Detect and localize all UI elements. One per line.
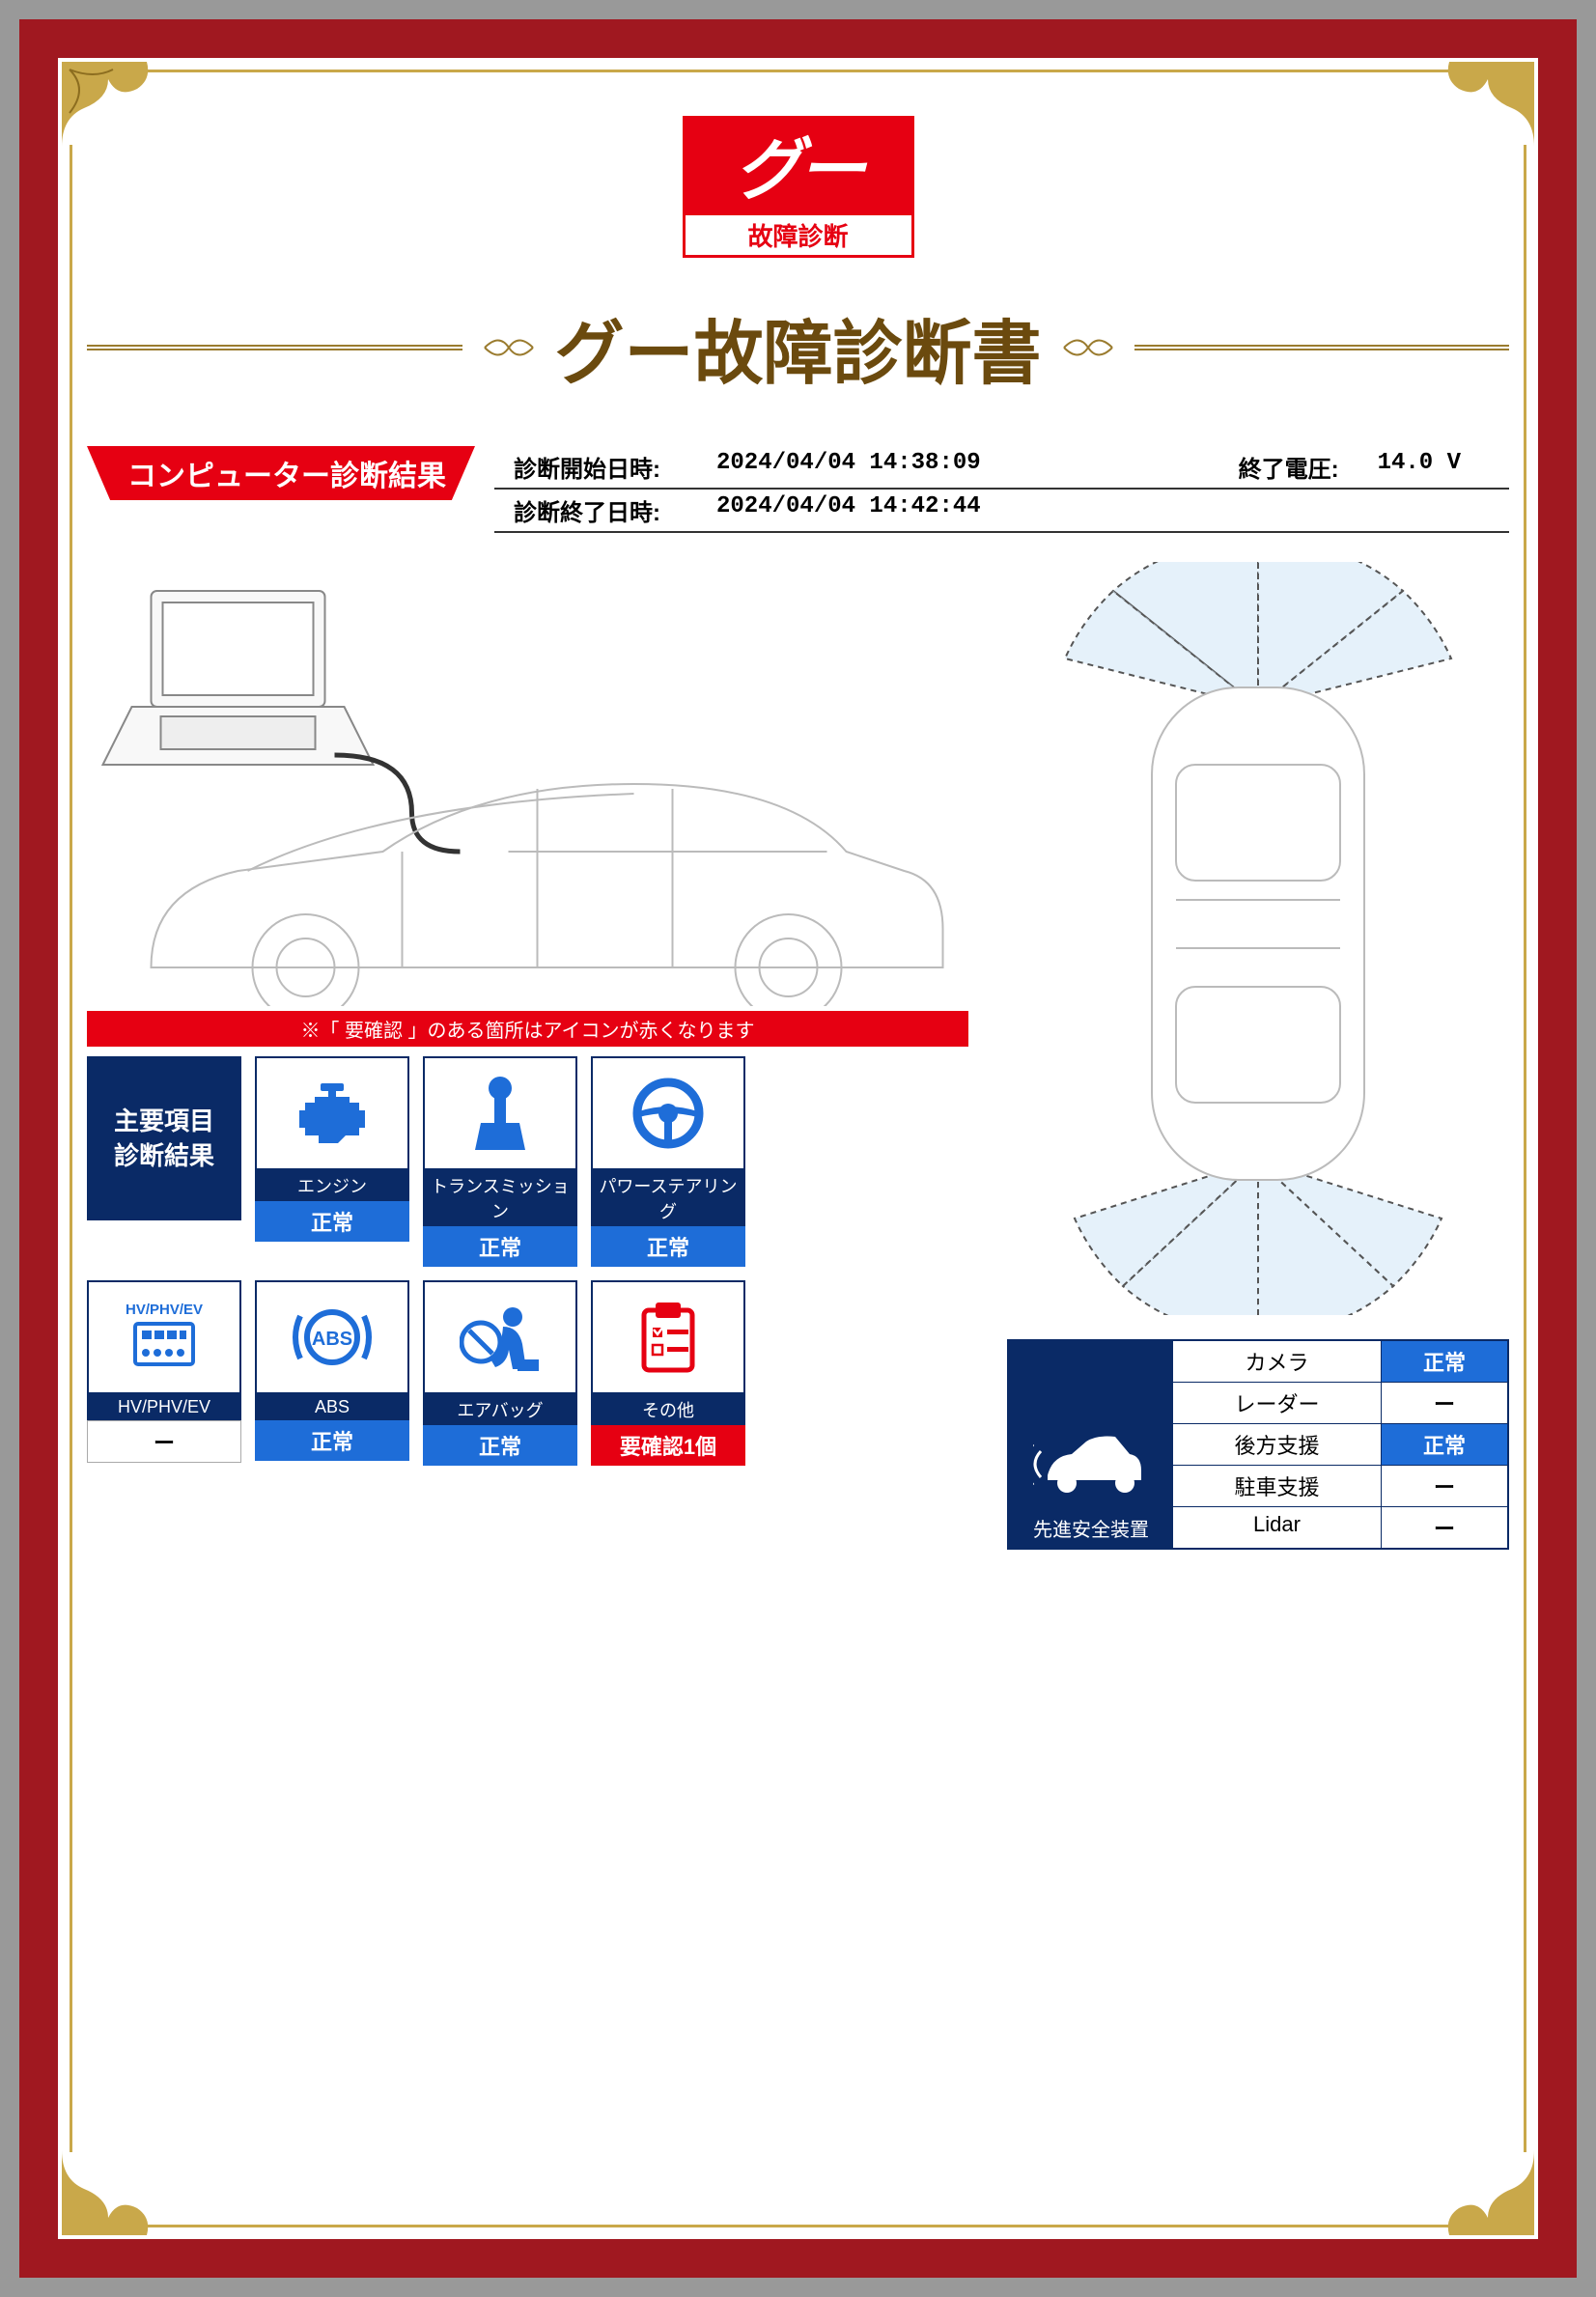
icon-label: HV/PHV/EV [87,1394,241,1420]
meta-value: 14.0 V [1378,450,1461,484]
document-title: グー故障診断書 [555,296,1042,398]
title-rule [1134,345,1510,350]
car-side-diagram: ※「 要確認 」のある箇所はアイコンが赤くなります 主要項目診断結果 エンジン … [87,562,968,1550]
icon-status: 正常 [591,1226,745,1267]
notice-bar: ※「 要確認 」のある箇所はアイコンが赤くなります [87,1011,968,1047]
safety-value: 正常 [1382,1424,1507,1465]
steering-icon [591,1056,745,1170]
svg-text:HV/PHV/EV: HV/PHV/EV [126,1302,203,1318]
border-line [1524,145,1526,2152]
icon-status: 正常 [423,1226,577,1267]
icon-cell-hvphvev: HV/PHV/EV HV/PHV/EV ー [87,1280,241,1466]
safety-heading-cell: 先進安全装置 [1009,1341,1173,1548]
title-row: グー故障診断書 [87,296,1509,398]
safety-rows: カメラ正常レーダーー後方支援正常駐車支援ーLidarー [1173,1341,1507,1548]
icon-cell-airbag: エアバッグ 正常 [423,1280,577,1466]
meta-value: 2024/04/04 14:42:44 [716,493,981,527]
icon-cell-abs: ABS ABS 正常 [255,1280,409,1466]
safety-value: ー [1382,1383,1507,1423]
safety-name: カメラ [1173,1341,1382,1382]
corner-ornament-icon [1440,2141,1536,2237]
corner-ornament-icon [60,60,156,156]
border-line [70,145,72,2152]
meta-row-start: 診断開始日時: 2024/04/04 14:38:09 終了電圧: 14.0 V [494,446,1509,490]
engine-icon [255,1056,409,1170]
meta-label: 終了電圧: [1239,450,1339,484]
icon-status: ー [87,1420,241,1463]
safety-name: 駐車支援 [1173,1466,1382,1506]
icon-label: パワーステアリング [591,1170,745,1226]
safety-value: ー [1382,1466,1507,1506]
icon-label: エアバッグ [423,1394,577,1425]
icon-status: 正常 [255,1201,409,1242]
safety-row: カメラ正常 [1173,1341,1507,1383]
safety-row: レーダーー [1173,1383,1507,1424]
safety-row: 駐車支援ー [1173,1466,1507,1507]
safety-table: 先進安全装置 カメラ正常レーダーー後方支援正常駐車支援ーLidarー [1007,1339,1509,1550]
icon-label: その他 [591,1394,745,1425]
safety-name: Lidar [1173,1507,1382,1548]
safety-row: 後方支援正常 [1173,1424,1507,1466]
border-line [145,2225,1451,2227]
border-line [145,70,1451,72]
icon-label: ABS [255,1394,409,1420]
safety-row: Lidarー [1173,1507,1507,1548]
icon-status: 正常 [423,1425,577,1466]
icon-grid: 主要項目診断結果 エンジン 正常 トランスミッション 正常 パワーステアリング … [87,1056,745,1466]
flourish-icon [480,333,538,362]
brand-sub: 故障診断 [683,212,914,258]
safety-value: 正常 [1382,1341,1507,1382]
icon-cell-transmission: トランスミッション 正常 [423,1056,577,1267]
car-side-icon [87,562,968,1006]
transmission-icon [423,1056,577,1170]
car-top-icon [1007,562,1509,1315]
brand-logo: グー [683,116,914,212]
icon-cell-steering: パワーステアリング 正常 [591,1056,745,1267]
page-frame: グー 故障診断 グー故障診断書 コンピューター診断結果 診断開始日時: 2024… [19,19,1577,2278]
title-rule [87,345,462,350]
icon-status: 正常 [255,1420,409,1461]
meta-block: 診断開始日時: 2024/04/04 14:38:09 終了電圧: 14.0 V… [494,446,1509,533]
safety-car-icon [1033,1417,1149,1504]
diagram-area: ※「 要確認 」のある箇所はアイコンが赤くなります 主要項目診断結果 エンジン … [87,562,1509,1550]
car-top-diagram: 先進安全装置 カメラ正常レーダーー後方支援正常駐車支援ーLidarー [1007,562,1509,1550]
grid-header: 主要項目診断結果 [87,1056,241,1220]
section-header: コンピューター診断結果 診断開始日時: 2024/04/04 14:38:09 … [87,446,1509,533]
icon-status: 要確認1個 [591,1425,745,1466]
corner-ornament-icon [1440,60,1536,156]
safety-heading-text: 先進安全装置 [1033,1514,1149,1542]
logo-wrap: グー 故障診断 [683,116,914,258]
icon-label: トランスミッション [423,1170,577,1226]
safety-name: 後方支援 [1173,1424,1382,1465]
meta-row-end: 診断終了日時: 2024/04/04 14:42:44 [494,490,1509,533]
icon-cell-other: その他 要確認1個 [591,1280,745,1466]
other-icon [591,1280,745,1394]
meta-label: 診断終了日時: [514,493,678,527]
logo-block: グー 故障診断 [87,116,1509,258]
icon-label: エンジン [255,1170,409,1201]
hvphvev-icon: HV/PHV/EV [87,1280,241,1394]
meta-label: 診断開始日時: [514,450,678,484]
meta-value: 2024/04/04 14:38:09 [716,450,981,484]
corner-ornament-icon [60,2141,156,2237]
section-badge: コンピューター診断結果 [87,446,475,500]
svg-text:ABS: ABS [312,1329,352,1350]
icon-cell-engine: エンジン 正常 [255,1056,409,1267]
safety-value: ー [1382,1507,1507,1548]
airbag-icon [423,1280,577,1394]
abs-icon: ABS [255,1280,409,1394]
page-inner: グー 故障診断 グー故障診断書 コンピューター診断結果 診断開始日時: 2024… [58,58,1538,2239]
safety-name: レーダー [1173,1383,1382,1423]
flourish-icon [1059,333,1117,362]
